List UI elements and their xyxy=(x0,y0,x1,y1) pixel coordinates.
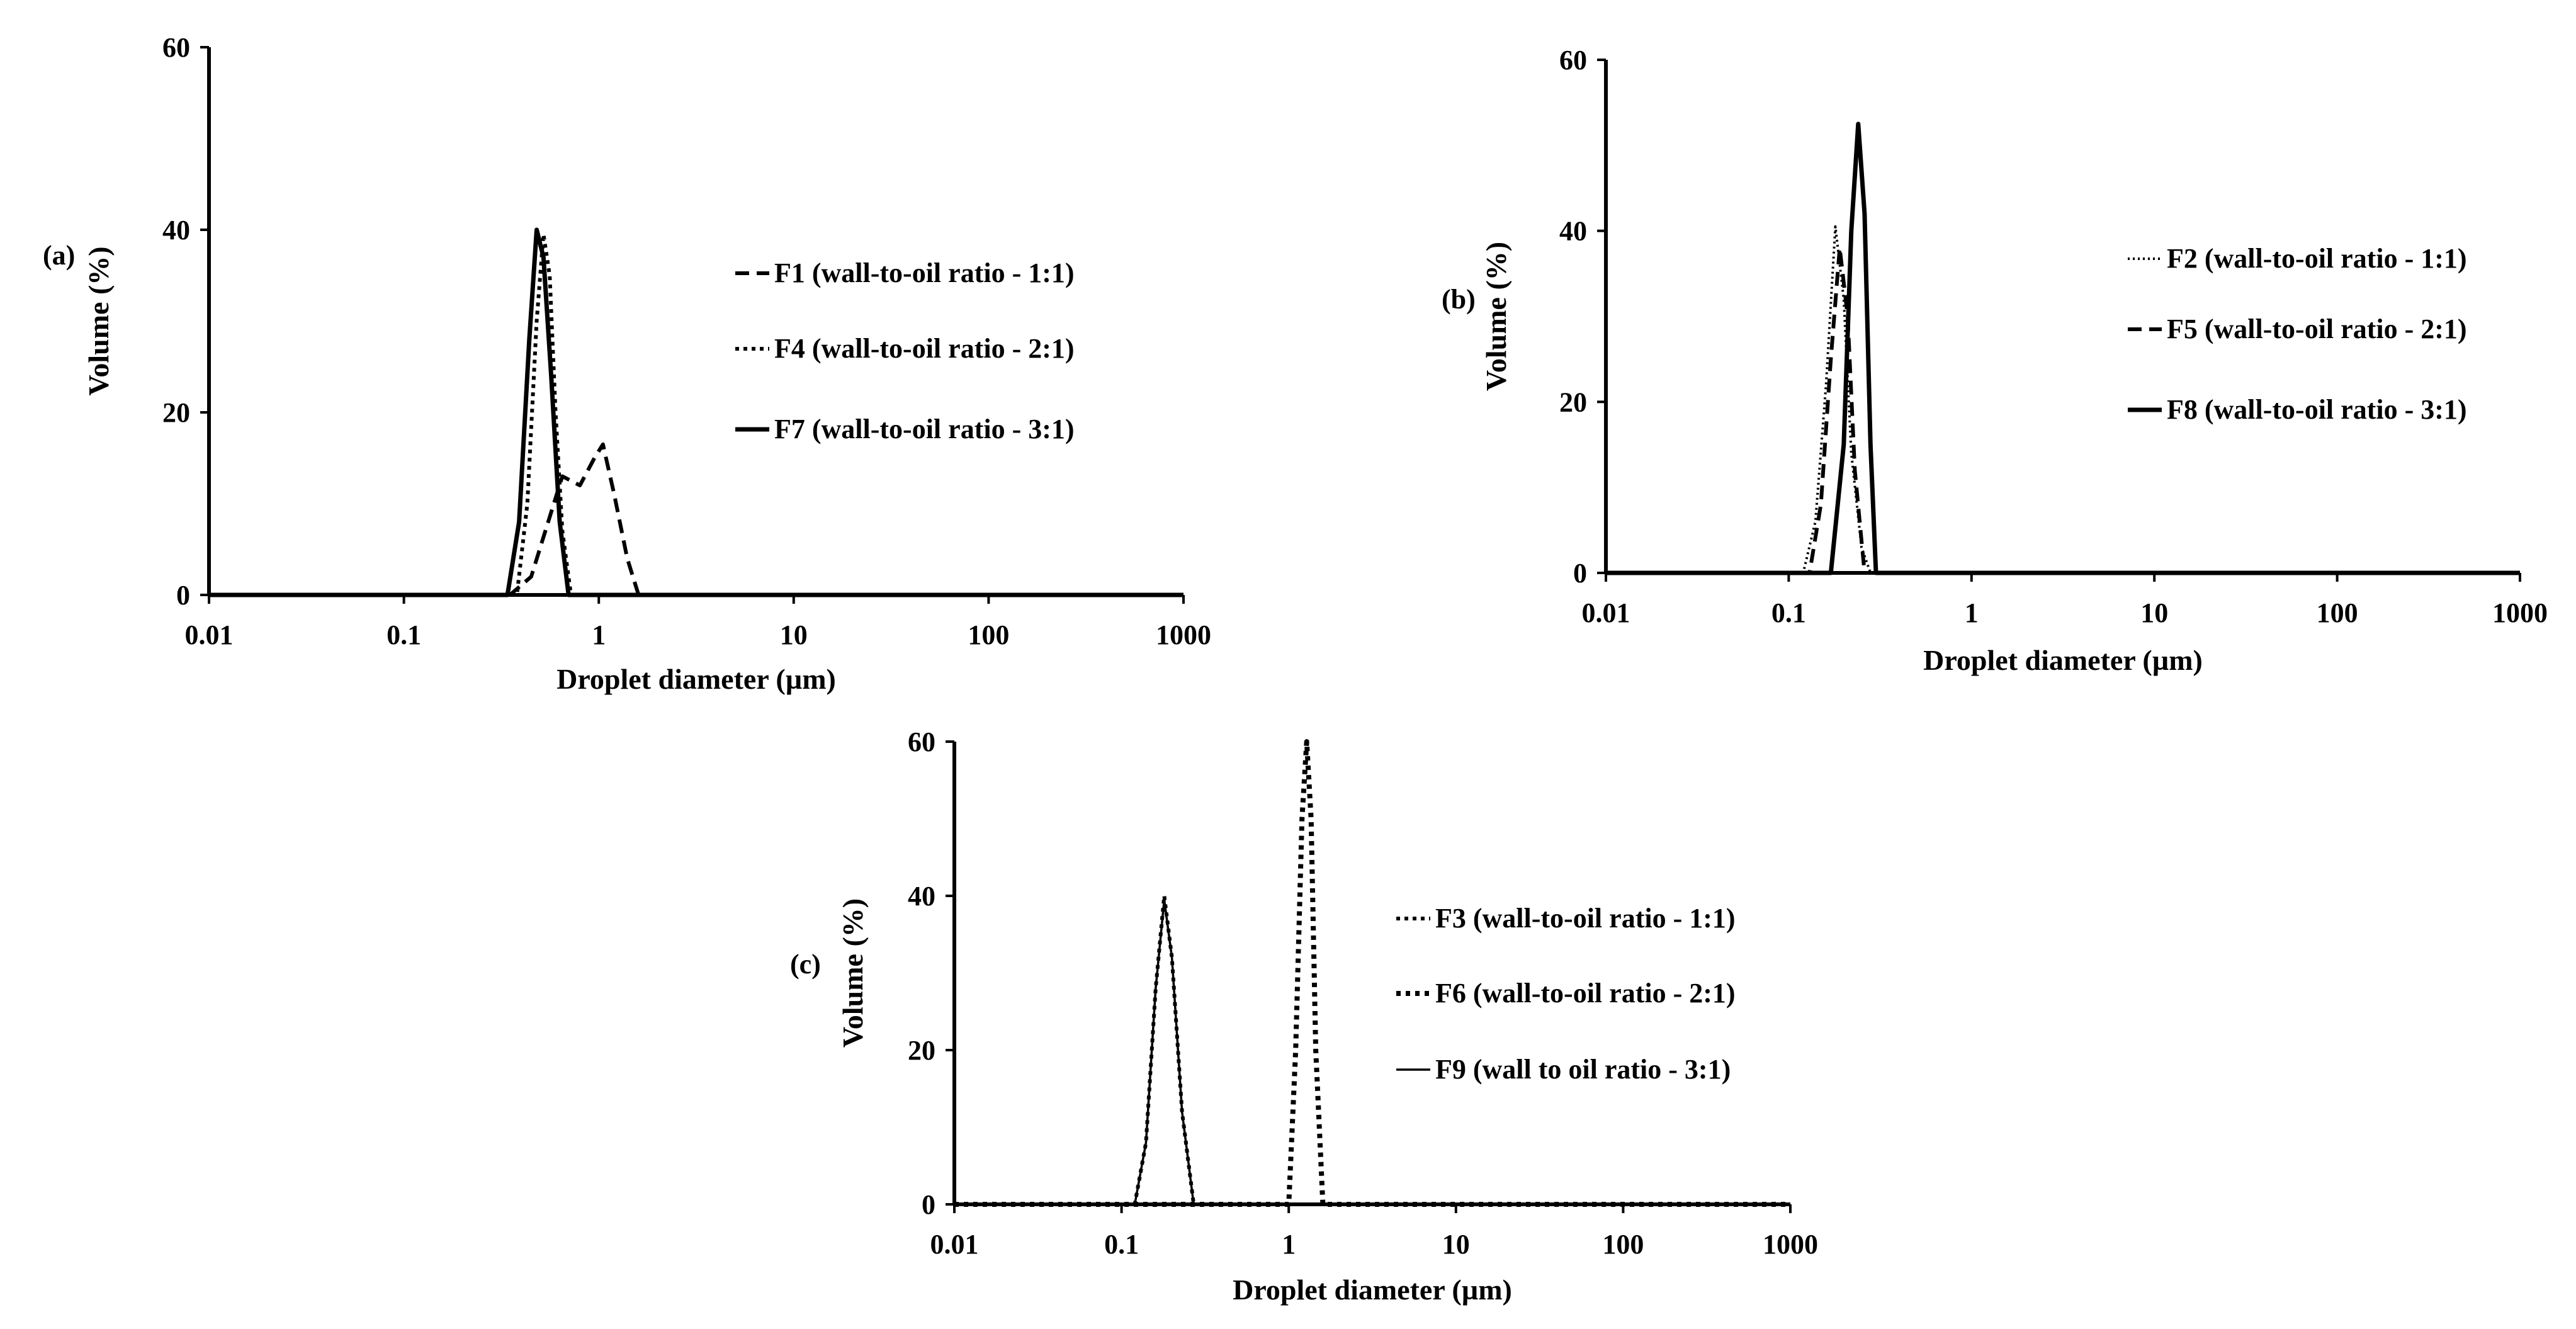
x-tick-label: 1 xyxy=(592,619,606,650)
x-axis-title: Droplet diameter (µm) xyxy=(556,663,836,695)
x-tick-label: 0.1 xyxy=(1104,1229,1139,1260)
x-tick-label: 0.01 xyxy=(930,1229,979,1260)
x-axis-title: Droplet diameter (µm) xyxy=(1233,1274,1512,1306)
x-tick-label: 1000 xyxy=(1763,1229,1818,1260)
x-tick-label: 10 xyxy=(780,619,808,650)
x-tick-label: 0.1 xyxy=(387,619,421,650)
x-tick-label: 100 xyxy=(968,619,1009,650)
x-tick-label: 10 xyxy=(1442,1229,1470,1260)
y-tick-label: 40 xyxy=(162,215,190,246)
series-line-3 xyxy=(1606,122,2520,575)
chart-panel-1: 0.01 0.1 1 10 100 1000 0 20 40 60 Droplet diameter… xyxy=(43,32,1211,695)
x-tick-label: 1000 xyxy=(1156,619,1211,650)
legend-label-3: F7 (wall-to-oil ratio - 3:1) xyxy=(774,414,1075,444)
y-tick-label: 60 xyxy=(162,32,190,63)
series-line-2 xyxy=(1606,246,2520,575)
legend-label-1: F3 (wall-to-oil ratio - 1:1) xyxy=(1435,903,1736,934)
legend-label-2: F5 (wall-to-oil ratio - 2:1) xyxy=(2167,314,2467,344)
y-tick-label: 40 xyxy=(908,881,935,912)
y-tick-label: 60 xyxy=(1559,45,1587,76)
legend-label-2: F4 (wall-to-oil ratio - 2:1) xyxy=(774,333,1075,364)
legend-label-2: F6 (wall-to-oil ratio - 2:1) xyxy=(1435,978,1736,1009)
panel-label: (a) xyxy=(43,240,75,271)
legend-label-1: F1 (wall-to-oil ratio - 1:1) xyxy=(774,257,1075,288)
series-line-1 xyxy=(954,894,1790,1206)
x-tick-label: 0.1 xyxy=(1771,597,1806,628)
series-line-3 xyxy=(954,898,1790,1206)
x-tick-label: 1 xyxy=(1282,1229,1296,1260)
legend-label-3: F8 (wall-to-oil ratio - 3:1) xyxy=(2167,394,2467,425)
panel-label: (c) xyxy=(790,949,821,980)
x-tick-label: 100 xyxy=(2317,597,2358,628)
x-tick-label: 0.01 xyxy=(185,619,234,650)
y-tick-label: 40 xyxy=(1559,216,1587,247)
y-tick-label: 0 xyxy=(922,1189,935,1220)
y-tick-label: 60 xyxy=(908,727,935,757)
x-tick-label: 10 xyxy=(2140,597,2168,628)
x-tick-label: 100 xyxy=(1602,1229,1644,1260)
panel-label: (b) xyxy=(1442,284,1476,315)
chart-panel-3: 0.01 0.1 1 10 100 1000 0 20 40 60 Droplet diameter… xyxy=(790,727,1818,1306)
legend-label-1: F2 (wall-to-oil ratio - 1:1) xyxy=(2167,243,2467,274)
series-line-1 xyxy=(209,442,1183,597)
y-tick-label: 0 xyxy=(176,580,190,611)
y-tick-label: 0 xyxy=(1573,558,1587,589)
x-tick-label: 1000 xyxy=(2492,597,2548,628)
y-tick-label: 20 xyxy=(1559,387,1587,417)
series-line-3 xyxy=(209,227,1183,597)
legend-label-3: F9 (wall to oil ratio - 3:1) xyxy=(1435,1054,1731,1085)
x-tick-label: 0.01 xyxy=(1582,597,1630,628)
y-axis-title: Volume (%) xyxy=(837,898,869,1048)
series-line-2 xyxy=(954,739,1790,1207)
x-tick-label: 1 xyxy=(1965,597,1979,628)
y-tick-label: 20 xyxy=(162,397,190,428)
y-tick-label: 20 xyxy=(908,1035,935,1066)
chart-panel-2: 0.01 0.1 1 10 100 1000 0 20 40 60 Droplet diameter… xyxy=(1442,45,2548,676)
x-axis-title: Droplet diameter (µm) xyxy=(1923,644,2203,676)
y-axis-title: Volume (%) xyxy=(82,246,115,395)
y-axis-title: Volume (%) xyxy=(1480,242,1512,391)
